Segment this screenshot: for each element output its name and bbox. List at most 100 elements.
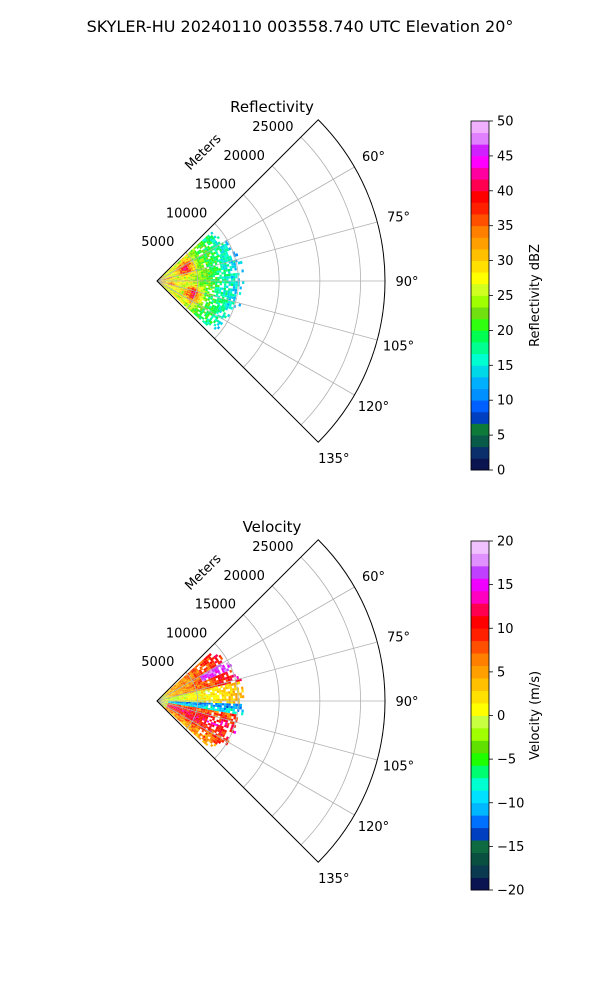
velocity-gate [192,727,195,731]
velocity-gate [168,710,172,713]
reflectivity-gate [200,271,204,274]
reflectivity-gate [199,246,203,250]
velocity-gate [216,719,220,723]
velocity-gate [161,695,164,697]
reflectivity-gate [205,246,209,250]
reflectivity-gate [177,293,181,296]
figure-title: SKYLER-HU 20240110 003558.740 UTC Elevat… [87,17,514,36]
colorbar-tick-label: 20 [497,324,514,339]
reflectivity-gate [198,244,201,248]
colorbar-tick-label: −10 [497,796,524,811]
reflectivity-gate [176,286,179,289]
velocity-gate [221,694,225,697]
velocity-gate [210,704,213,707]
velocity-gate [192,685,195,688]
reflectivity-gate [162,284,165,287]
velocity-gate [192,706,195,709]
velocity-gate [200,708,204,711]
velocity-gate [185,686,188,689]
velocity-gate [186,698,189,701]
reflectivity-gate [199,299,203,302]
velocity-gate [165,699,169,701]
velocity-gate [181,699,184,701]
reflectivity-gate [218,270,222,273]
reflectivity-gate [188,278,191,280]
velocity-gate [212,704,216,707]
reflectivity-gate [206,259,210,262]
reflectivity-tick-labels: 50001000015000200002500060°75°90°105°120… [141,120,418,467]
reflectivity-gate [177,279,180,281]
velocity-gate [213,712,217,715]
reflectivity-gate [208,286,211,289]
velocity-gate [239,695,243,699]
reflectivity-gate [229,265,233,269]
reflectivity-gate [229,290,233,294]
velocity-gate [176,689,179,691]
colorbar-tick-label: 45 [497,149,514,164]
reflectivity-gate [169,286,172,289]
reflectivity-gate [189,272,193,275]
reflectivity-gate [162,284,165,287]
reflectivity-gate [186,290,190,292]
velocity-gate [209,719,213,722]
reflectivity-gate [219,256,223,260]
velocity-tick-labels: 50001000015000200002500060°75°90°105°120… [141,540,418,887]
reflectivity-gate [195,253,199,256]
reflectivity-gate [230,278,234,281]
reflectivity-gate [215,242,219,246]
velocity-gate [201,665,204,668]
radial-tick-label: 5000 [141,655,174,670]
reflectivity-gate [218,253,222,257]
colorbar-segment [471,376,489,389]
reflectivity-gate [219,276,222,279]
radial-tick-label: 15000 [195,598,236,613]
reflectivity-gate [186,289,190,291]
velocity-gate [165,703,168,705]
reflectivity-gate [185,294,188,297]
velocity-gate [181,702,184,704]
reflectivity-gate [205,255,208,259]
velocity-gate [206,695,209,698]
reflectivity-gate [190,306,194,309]
velocity-gate [197,679,200,683]
velocity-gate [202,717,206,720]
reflectivity-gate [199,278,202,280]
velocity-gate [239,703,243,707]
reflectivity-gate [212,309,215,313]
reflectivity-gate [173,286,177,289]
reflectivity-gate [203,285,207,288]
velocity-gate [171,694,174,696]
velocity-gate [195,718,198,722]
velocity-gate [183,720,186,724]
reflectivity-gate [168,279,171,281]
velocity-gate [179,719,182,722]
velocity-gate [200,681,203,685]
reflectivity-gate [162,284,165,287]
velocity-gate [161,705,164,707]
velocity-gate [216,724,220,728]
velocity-gate [174,714,177,717]
reflectivity-gate [199,243,203,247]
reflectivity-gate [174,278,178,280]
reflectivity-gate [220,305,224,309]
reflectivity-gate [161,279,164,281]
reflectivity-gate [167,285,170,288]
velocity-gate [174,698,178,700]
velocity-gate [179,710,182,713]
reflectivity-gate [180,300,184,303]
reflectivity-gate [173,288,176,291]
velocity-gate [203,715,207,718]
reflectivity-gate [218,259,222,262]
velocity-gate [165,692,168,694]
velocity-gate [176,693,179,696]
velocity-gate [237,681,241,685]
velocity-gate [162,705,165,707]
velocity-gate [172,713,175,716]
reflectivity-gate [219,298,222,301]
reflectivity-gate [160,283,163,285]
velocity-gate [199,719,203,722]
velocity-gate [228,675,232,679]
velocity-gate [164,706,167,708]
velocity-gate [178,716,181,719]
reflectivity-gate [180,274,184,277]
